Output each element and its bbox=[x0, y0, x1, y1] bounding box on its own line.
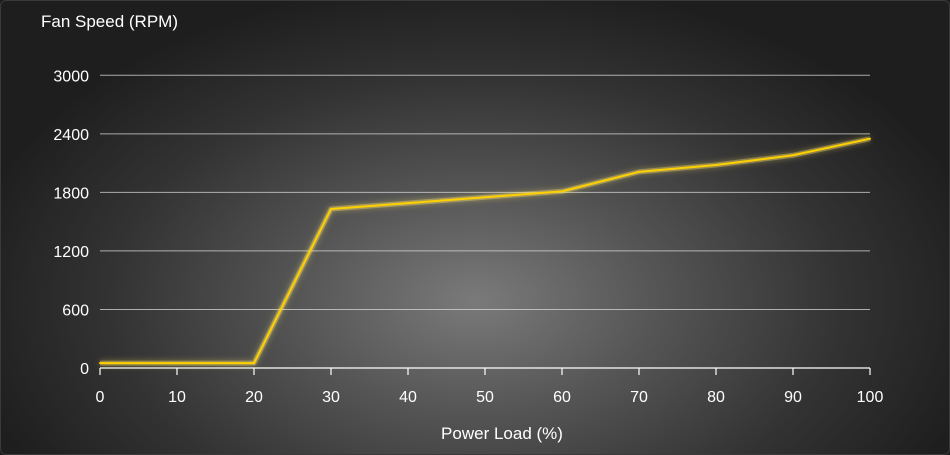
x-tick-label-60: 60 bbox=[553, 389, 571, 406]
axes: 0 600 1200 1800 2400 3000 0 10 20 30 40 50 60 70 80 90 1… bbox=[53, 68, 883, 406]
data-point-0 bbox=[99, 362, 101, 365]
x-tick-label-90: 90 bbox=[784, 389, 802, 406]
series-layer bbox=[99, 136, 871, 366]
x-axis-title: Power Load (%) bbox=[441, 424, 563, 443]
x-tick-label-80: 80 bbox=[707, 389, 725, 406]
x-tick-label-50: 50 bbox=[476, 389, 494, 406]
data-point-70 bbox=[638, 170, 640, 173]
x-tick-label-100: 100 bbox=[857, 389, 884, 406]
data-point-30 bbox=[330, 207, 332, 210]
x-tick-label-30: 30 bbox=[322, 389, 340, 406]
data-point-40 bbox=[407, 202, 409, 205]
y-tick-label-3000: 3000 bbox=[53, 68, 89, 85]
series-0-line bbox=[100, 137, 871, 365]
data-point-80 bbox=[715, 164, 717, 167]
x-tick-label-0: 0 bbox=[96, 389, 105, 406]
x-tick-label-40: 40 bbox=[399, 389, 417, 406]
x-tick-label-20: 20 bbox=[245, 389, 263, 406]
data-point-100 bbox=[869, 137, 871, 140]
y-tick-label-600: 600 bbox=[62, 302, 89, 319]
y-axis-title: Fan Speed (RPM) bbox=[41, 12, 178, 31]
data-point-60 bbox=[561, 190, 563, 193]
x-tick-label-70: 70 bbox=[630, 389, 648, 406]
y-tick-label-1200: 1200 bbox=[53, 244, 89, 261]
y-tick-label-2400: 2400 bbox=[53, 127, 89, 144]
y-tick-label-1800: 1800 bbox=[53, 185, 89, 202]
gridlines bbox=[100, 74, 870, 310]
data-point-20 bbox=[253, 362, 255, 365]
data-point-50 bbox=[484, 196, 486, 199]
y-tick-label-0: 0 bbox=[80, 361, 89, 378]
data-point-90 bbox=[792, 154, 794, 157]
x-tick-label-10: 10 bbox=[168, 389, 186, 406]
